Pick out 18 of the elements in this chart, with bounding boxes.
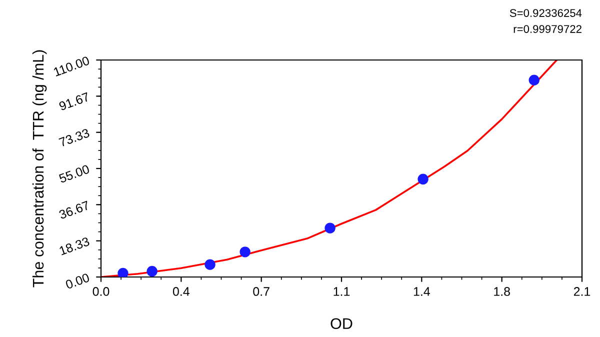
x-axis-title: OD (330, 318, 352, 330)
text: S=0.92336254 (510, 9, 582, 17)
x-tick-label: 2.1 (574, 287, 590, 296)
x-tick-label: 1.4 (414, 287, 430, 296)
y-tick-label: 36.67 (58, 200, 90, 220)
x-tick-label: 0.4 (172, 287, 190, 296)
y-tick-label: 73.33 (58, 128, 90, 147)
y-tick-label: 110.00 (53, 56, 90, 77)
x-tick-label: 0.7 (253, 287, 270, 296)
x-tick-label: 1.1 (334, 287, 350, 296)
y-tick-label: 55.00 (58, 164, 90, 184)
x-tick-label: 0.0 (92, 287, 110, 296)
y-axis-title: The concentration of TTR (ng /mL) (32, 50, 47, 288)
y-tick-label: 0.00 (65, 272, 90, 290)
text: r=0.99979722 (514, 25, 582, 33)
y-tick-label: 91.67 (58, 92, 90, 111)
x-tick-label: 1.8 (494, 287, 510, 296)
y-tick-label: 18.33 (58, 236, 90, 256)
